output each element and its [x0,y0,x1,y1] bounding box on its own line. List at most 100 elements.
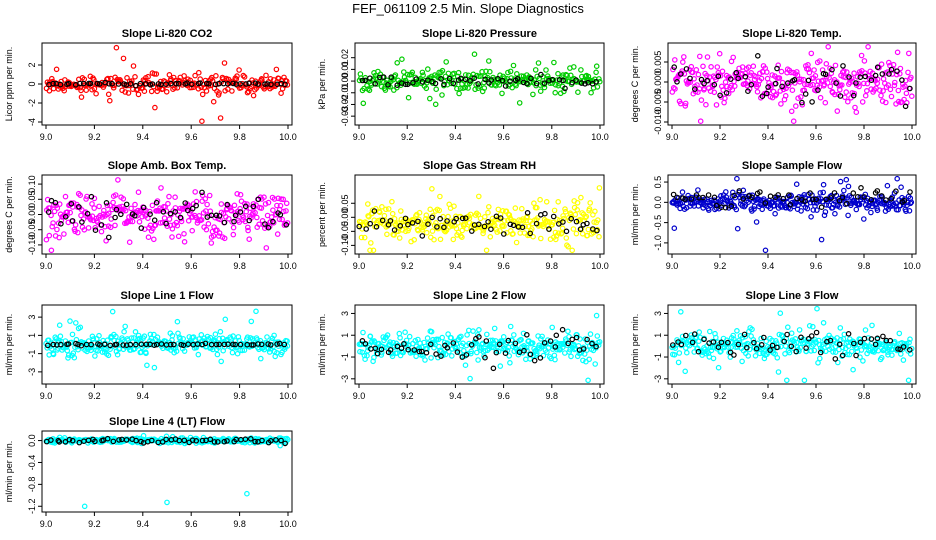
data-point [279,216,286,223]
data-point [51,208,58,215]
data-point [233,76,240,82]
data-point-black [123,437,130,443]
data-point [78,94,85,100]
data-point [843,69,850,75]
data-point [908,199,915,206]
data-point [423,85,430,92]
data-point-black [802,198,808,205]
data-point [894,49,901,56]
data-point [485,204,492,210]
data-point [75,229,81,236]
data-point-black [283,222,290,228]
data-point [454,85,460,92]
data-point [773,91,780,98]
data-point [101,207,107,214]
data-point [175,233,182,240]
data-point-black [151,217,158,224]
data-point-black [512,340,519,347]
data-point-black [731,352,737,358]
data-point [465,327,472,334]
y-tick-label: 0.00 [340,209,350,227]
data-point [512,205,519,211]
data-point-black [775,192,782,198]
data-point-black [103,200,110,206]
data-point [795,95,801,102]
data-point [561,215,567,222]
data-point [844,98,851,105]
data-point-black [490,365,497,372]
data-point-black [265,341,271,347]
data-point [113,44,120,51]
data-point-black [167,341,174,348]
data-point-black [857,339,864,346]
data-point [265,199,272,206]
data-point [245,224,251,231]
data-point [445,70,452,77]
x-tick-label: 9.2 [88,132,101,142]
data-point-black [213,212,220,219]
data-point [890,61,897,68]
data-point [151,331,157,338]
y-axis-label: percent per min. [317,182,327,247]
data-point [817,94,824,101]
data-point-black [45,209,52,215]
y-tick-label: 0.05 [340,195,350,213]
data-point [843,176,850,183]
data-point-black [112,214,118,221]
x-tick-label: 9.0 [40,519,53,529]
data-point-black [176,437,183,444]
data-point [152,104,158,111]
data-point [715,364,722,371]
data-point-black [463,352,470,358]
data-point [814,305,820,312]
data-point-black [202,340,209,347]
plot-frame [354,304,605,385]
data-point [431,236,437,243]
data-point [862,327,869,333]
data-point [134,213,140,219]
data-point [549,324,556,331]
data-point [703,101,709,108]
data-point [54,205,61,211]
data-point [675,359,682,366]
data-point [863,343,870,350]
data-point [125,90,132,96]
data-point [436,207,443,214]
data-point-black [252,80,259,87]
data-point [848,348,855,355]
data-point-black [262,81,268,87]
data-point [83,196,89,202]
data-point [459,234,465,241]
data-point-black [248,435,254,442]
data-point [566,333,572,340]
data-point [252,209,258,216]
data-point [750,336,757,343]
data-point-black [853,80,859,86]
data-point [903,90,910,97]
plot-frame [667,42,917,126]
data-point-black [698,76,705,83]
data-point [559,344,566,351]
data-point [769,337,775,344]
data-point [891,82,898,89]
data-point [250,201,257,207]
data-point [65,355,71,361]
data-point [860,216,867,222]
data-point [722,79,729,85]
data-point [121,328,127,335]
data-point [878,354,885,361]
data-point [145,215,151,222]
data-point [537,196,543,203]
data-point-black [582,81,588,87]
data-point [132,201,138,208]
data-point-black [425,221,431,228]
y-axis-label: ml/min per min. [4,441,14,503]
data-point [851,70,857,77]
data-point [274,202,280,209]
data-point [141,88,148,95]
data-point-black [265,224,272,231]
y-tick-label: -0.03 [340,106,350,127]
data-point [510,332,517,338]
data-point [54,226,60,233]
data-point-black [65,341,72,347]
